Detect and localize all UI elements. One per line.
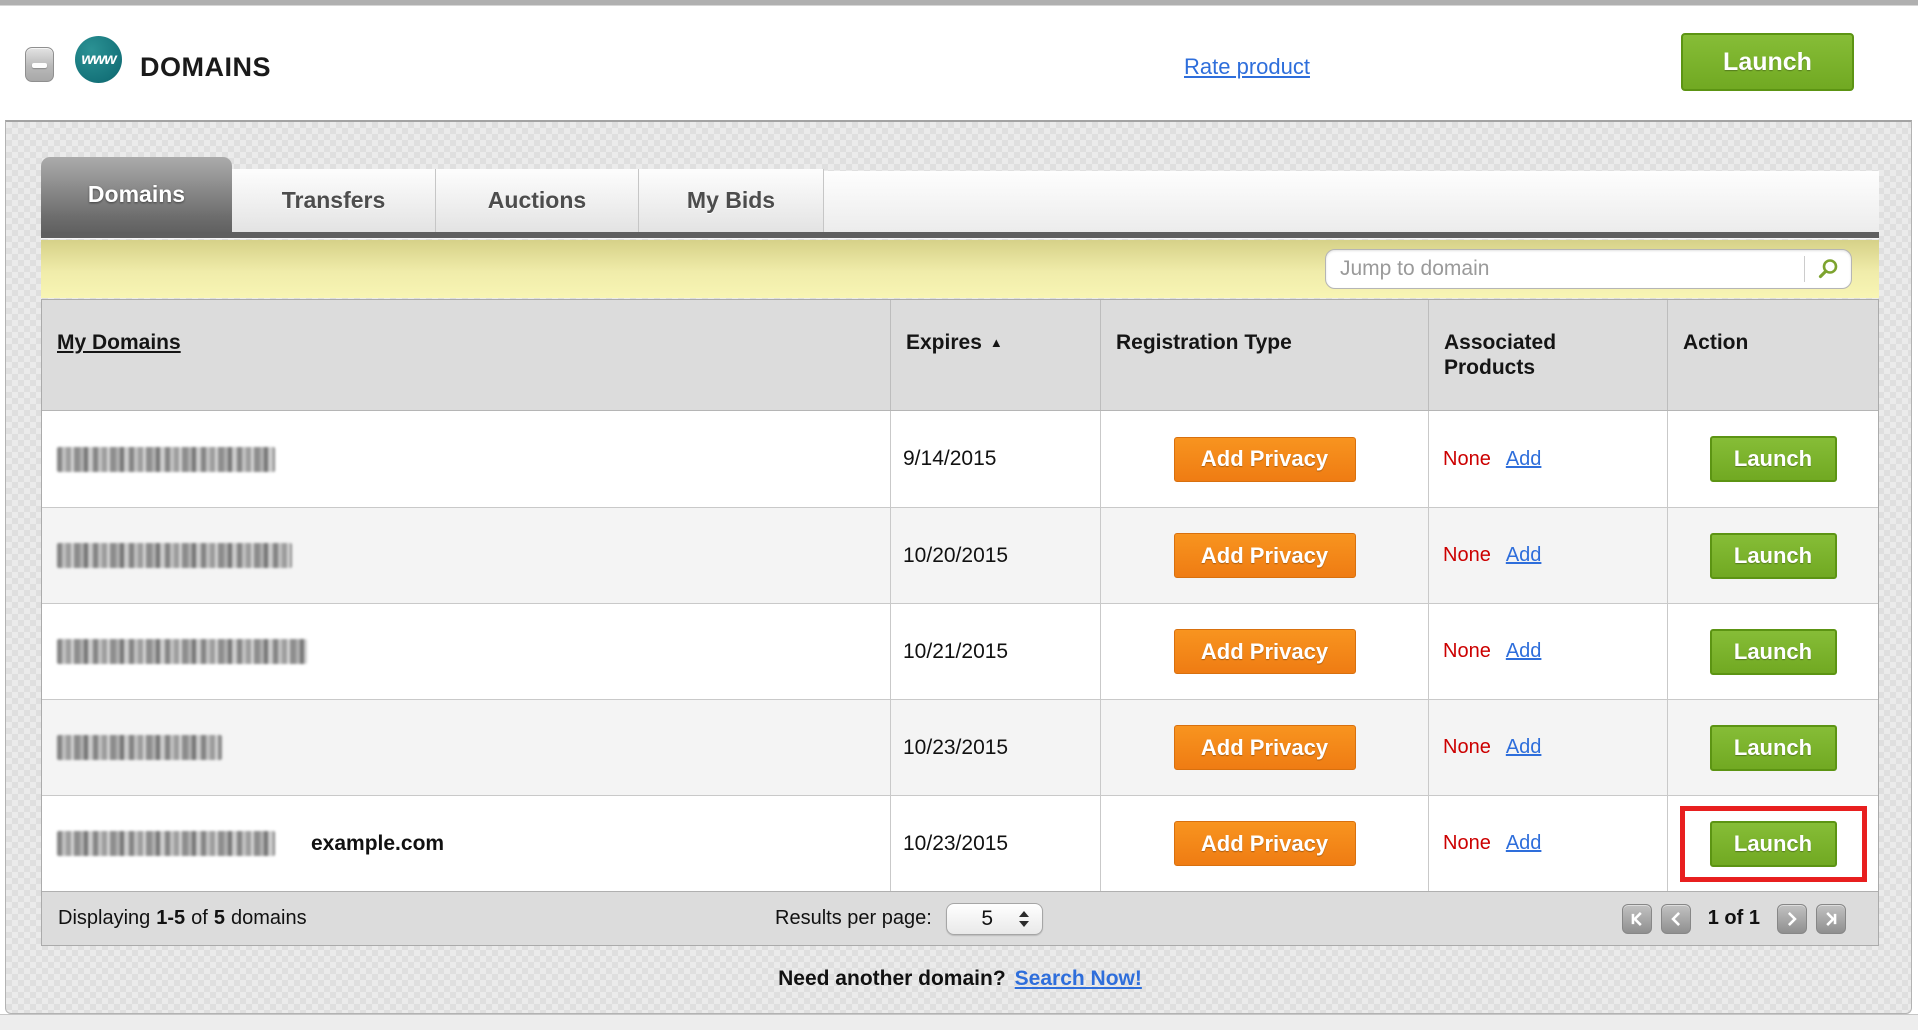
tab-bar-underline <box>41 232 1879 239</box>
table-row: 9/14/2015 Add Privacy None Add Launch <box>42 411 1878 507</box>
total-count: 5 <box>213 907 225 929</box>
associated-products-status: None <box>1443 447 1491 470</box>
launch-button[interactable]: Launch <box>1709 532 1837 579</box>
add-product-link[interactable]: Add <box>1505 640 1542 662</box>
tab-auctions[interactable]: Auctions <box>436 169 639 232</box>
window-top-border <box>0 0 1918 6</box>
results-per-page-value: 5 <box>981 906 994 930</box>
last-page-button[interactable] <box>1816 903 1846 934</box>
previous-page-button[interactable] <box>1660 903 1691 934</box>
header-launch-button[interactable]: Launch <box>1681 33 1854 91</box>
add-product-link[interactable]: Add <box>1505 447 1542 470</box>
jump-to-domain-input[interactable] <box>1326 257 1804 281</box>
table-row: 10/23/2015 Add Privacy None Add Launch <box>42 699 1878 795</box>
expires-cell: 10/20/2015 <box>890 508 1100 603</box>
tab-transfers[interactable]: Transfers <box>232 169 436 232</box>
tab-my-bids[interactable]: My Bids <box>639 169 824 232</box>
search-box <box>1325 249 1852 289</box>
results-per-page-select[interactable]: 5 <box>945 902 1043 935</box>
associated-products-status: None <box>1443 736 1491 758</box>
table-header-row: My Domains Expires ▲ Registration Type As… <box>42 300 1878 411</box>
minus-icon <box>32 63 47 68</box>
displaying-status: Displaying 1-5 of 5 domains <box>58 907 307 929</box>
add-product-link[interactable]: Add <box>1505 736 1542 758</box>
add-privacy-button[interactable]: Add Privacy <box>1173 821 1356 866</box>
column-header-expires[interactable]: Expires ▲ <box>890 300 1100 410</box>
add-product-link[interactable]: Add <box>1505 544 1542 566</box>
window-bottom-strip <box>0 1014 1918 1030</box>
up-down-arrows-icon <box>1018 910 1029 927</box>
next-page-button[interactable] <box>1777 903 1807 934</box>
page-status: 1 of 1 <box>1707 907 1760 929</box>
results-per-page: Results per page: 5 <box>775 892 1043 945</box>
collapse-button[interactable] <box>25 47 54 82</box>
redacted-domain-name <box>57 543 292 568</box>
domains-table: My Domains Expires ▲ Registration Type As… <box>41 299 1879 946</box>
associated-products-status: None <box>1443 832 1491 854</box>
expires-cell: 10/21/2015 <box>890 604 1100 699</box>
table-row-highlighted: example.com 10/23/2015 Add Privacy None A… <box>42 795 1878 891</box>
launch-button[interactable]: Launch <box>1709 724 1837 771</box>
app-header: www DOMAINS Rate product Launch <box>0 6 1918 120</box>
tab-domains[interactable]: Domains <box>41 157 232 232</box>
magnifier-icon[interactable] <box>1805 250 1851 288</box>
logo-text: www <box>81 50 116 68</box>
associated-products-status: None <box>1443 640 1491 662</box>
add-privacy-button[interactable]: Add Privacy <box>1173 533 1356 578</box>
redacted-domain-name <box>57 639 307 664</box>
expires-cell: 10/23/2015 <box>890 700 1100 795</box>
column-header-associated-products: Associated Products <box>1428 300 1667 410</box>
www-globe-icon: www <box>75 36 122 83</box>
redacted-domain-name <box>57 446 275 472</box>
need-domain-text: Need another domain? <box>778 967 1006 990</box>
need-domain-prompt: Need another domain? Search Now! <box>41 967 1879 991</box>
table-footer: Displaying 1-5 of 5 domains Results per … <box>42 891 1878 945</box>
domain-annotation-label: example.com <box>311 831 445 855</box>
column-header-registration-type: Registration Type <box>1100 300 1428 410</box>
search-now-link[interactable]: Search Now! <box>1014 967 1142 990</box>
add-product-link[interactable]: Add <box>1505 832 1542 854</box>
annotation-highlight-box: Launch <box>1679 805 1867 882</box>
page-title: DOMAINS <box>140 52 271 82</box>
first-page-button[interactable] <box>1621 903 1652 934</box>
tab-bar: Domains Transfers Auctions My Bids <box>41 157 1879 232</box>
add-privacy-button[interactable]: Add Privacy <box>1173 725 1356 770</box>
add-privacy-button[interactable]: Add Privacy <box>1173 436 1356 482</box>
associated-products-status: None <box>1443 544 1491 566</box>
add-privacy-button[interactable]: Add Privacy <box>1173 629 1356 674</box>
column-header-my-domains: My Domains <box>42 300 890 410</box>
search-divider <box>1804 256 1805 282</box>
pagination: 1 of 1 <box>1621 892 1846 945</box>
sort-my-domains-link[interactable]: My Domains <box>57 331 181 354</box>
column-header-action: Action <box>1667 300 1878 410</box>
redacted-domain-name <box>57 831 275 856</box>
launch-button[interactable]: Launch <box>1709 628 1837 675</box>
redacted-domain-name <box>57 735 222 760</box>
triangle-up-icon: ▲ <box>989 335 1003 350</box>
launch-button[interactable]: Launch <box>1709 436 1837 482</box>
table-row: 10/21/2015 Add Privacy None Add Launch <box>42 603 1878 699</box>
displaying-range: 1-5 <box>156 907 186 929</box>
expires-cell: 9/14/2015 <box>890 411 1100 507</box>
tab-bar-filler <box>824 171 1879 232</box>
launch-button[interactable]: Launch <box>1709 820 1837 867</box>
content-panel: Domains Transfers Auctions My Bids <box>5 120 1912 1014</box>
expires-label: Expires <box>906 331 982 354</box>
search-bar <box>41 240 1879 298</box>
table-row: 10/20/2015 Add Privacy None Add Launch <box>42 507 1878 603</box>
expires-cell: 10/23/2015 <box>890 796 1100 891</box>
results-per-page-label: Results per page: <box>775 907 932 929</box>
rate-product-link[interactable]: Rate product <box>1184 54 1310 79</box>
